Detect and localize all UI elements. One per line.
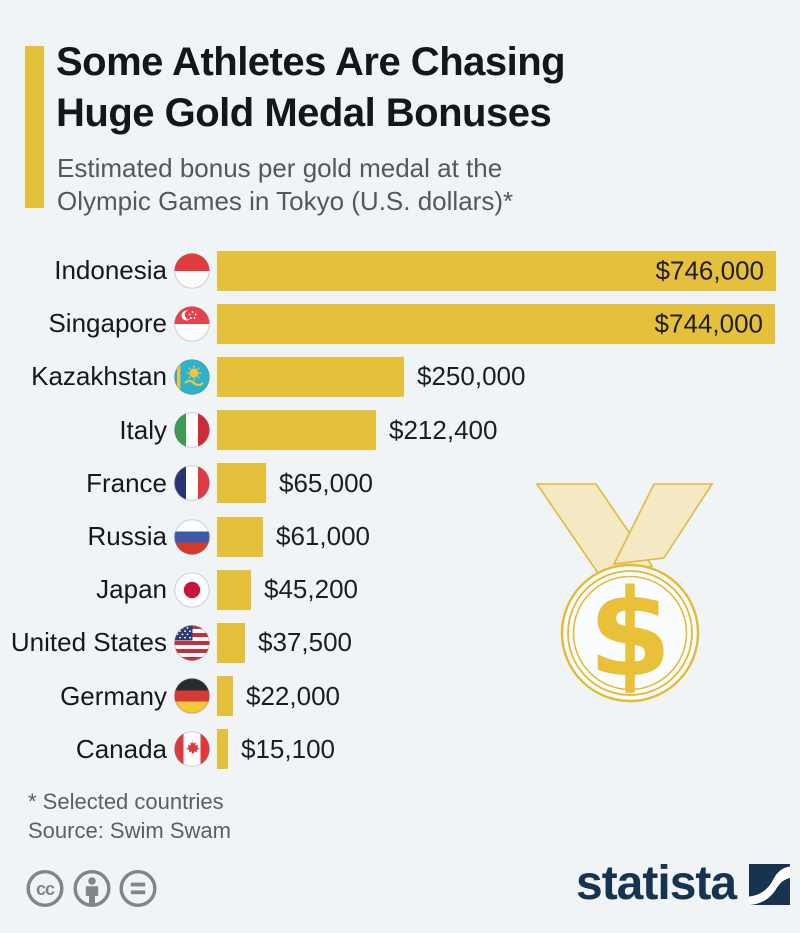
category-label-cell: Germany <box>0 678 210 714</box>
cc-icon[interactable]: cc <box>26 870 64 907</box>
title-line-2: Huge Gold Medal Bonuses <box>56 91 552 135</box>
category-label-cell: United States <box>0 625 210 661</box>
bar-value-label: $61,000 <box>276 521 370 552</box>
country-label: United States <box>10 627 167 658</box>
bar-value-label: $45,200 <box>264 574 358 605</box>
license-icons[interactable]: cc <box>26 868 158 909</box>
country-flag-icon <box>174 572 210 608</box>
category-label-cell: Indonesia <box>0 252 210 289</box>
chart-footnotes: * Selected countries Source: Swim Swam <box>28 787 231 845</box>
country-label: Russia <box>87 521 167 552</box>
country-flag-icon <box>174 731 210 767</box>
category-label-cell: Canada <box>0 731 210 767</box>
bar-value-label: $37,500 <box>258 627 352 658</box>
no-derivatives-icon[interactable] <box>119 870 157 907</box>
country-label: Singapore <box>48 308 167 339</box>
statista-logo[interactable]: statista <box>576 857 791 910</box>
dollar-sign-icon: $ <box>588 565 672 704</box>
bar-row: Canada $15,100 <box>0 723 800 776</box>
country-label: Japan <box>96 574 167 605</box>
country-flag-icon <box>174 518 210 555</box>
bar-row: Japan $45,200 <box>0 563 800 616</box>
country-label: Kazakhstan <box>31 361 167 392</box>
bar-value-label: $15,100 <box>241 733 335 764</box>
bar <box>217 622 245 663</box>
country-flag-icon <box>174 306 210 342</box>
country-flag-icon <box>174 625 210 661</box>
statista-logo-mark-icon <box>749 863 791 905</box>
title-line-1: Some Athletes Are Chasing <box>56 40 566 84</box>
statista-wordmark: statista <box>576 857 737 910</box>
bar-row: Russia $61,000 <box>0 510 800 563</box>
category-label-cell: Japan <box>0 572 210 608</box>
country-label: France <box>86 467 167 498</box>
bar <box>217 516 263 557</box>
country-flag-icon <box>174 465 210 502</box>
bar <box>217 676 233 717</box>
country-flag-icon <box>174 359 210 395</box>
svg-text:cc: cc <box>36 879 55 899</box>
gold-medal-dollar-illustration: $ <box>535 483 714 704</box>
medal-ribbon-icon <box>535 483 714 577</box>
bar-row: Germany $22,000 <box>0 670 800 723</box>
category-label-cell: Russia <box>0 518 210 555</box>
bar-value-label: $250,000 <box>417 361 526 392</box>
bar <box>217 729 228 770</box>
bar-row: United States $37,500 <box>0 616 800 669</box>
category-label-cell: Italy <box>0 412 210 448</box>
attribution-person-icon[interactable] <box>73 870 111 907</box>
category-label-cell: France <box>0 465 210 502</box>
bar <box>217 356 404 397</box>
subtitle-line-1: Estimated bonus per gold medal at the <box>57 153 503 183</box>
source-text: Source: Swim Swam <box>28 818 231 843</box>
country-flag-icon <box>174 678 210 714</box>
country-label: Italy <box>119 414 167 445</box>
bar-value-label: $22,000 <box>246 680 340 711</box>
footnote-text: * Selected countries <box>28 789 224 814</box>
title-accent-bar <box>25 46 44 208</box>
bar-value-label: $744,000 <box>654 308 763 339</box>
bar-row: Indonesia $746,000 <box>0 244 800 297</box>
country-label: Canada <box>75 733 167 764</box>
country-flag-icon <box>174 252 210 289</box>
bar-row: Italy $212,400 <box>0 404 800 457</box>
page-subtitle: Estimated bonus per gold medal at the Ol… <box>57 152 513 218</box>
page-title: Some Athletes Are Chasing Huge Gold Meda… <box>56 37 566 139</box>
bar-row: France $65,000 <box>0 457 800 510</box>
bar-value-label: $212,400 <box>389 414 498 445</box>
bar <box>217 569 251 610</box>
category-label-cell: Singapore <box>0 306 210 342</box>
medal-disc-icon: $ <box>560 563 700 704</box>
bar-value-label: $746,000 <box>655 255 764 286</box>
country-flag-icon <box>174 412 210 448</box>
bar: $746,000 <box>217 250 776 291</box>
bar-row: Singapore $744,000 <box>0 297 800 350</box>
country-label: Indonesia <box>54 255 167 286</box>
country-label: Germany <box>60 680 167 711</box>
bar-chart: Indonesia $746,000 Singapore $744,000 Ka… <box>0 244 800 776</box>
bar <box>217 463 266 504</box>
category-label-cell: Kazakhstan <box>0 359 210 395</box>
bar: $744,000 <box>217 303 775 344</box>
subtitle-line-2: Olympic Games in Tokyo (U.S. dollars)* <box>57 186 514 216</box>
bar-value-label: $65,000 <box>279 467 373 498</box>
bar <box>217 410 376 451</box>
bar-row: Kazakhstan $250,000 <box>0 350 800 403</box>
